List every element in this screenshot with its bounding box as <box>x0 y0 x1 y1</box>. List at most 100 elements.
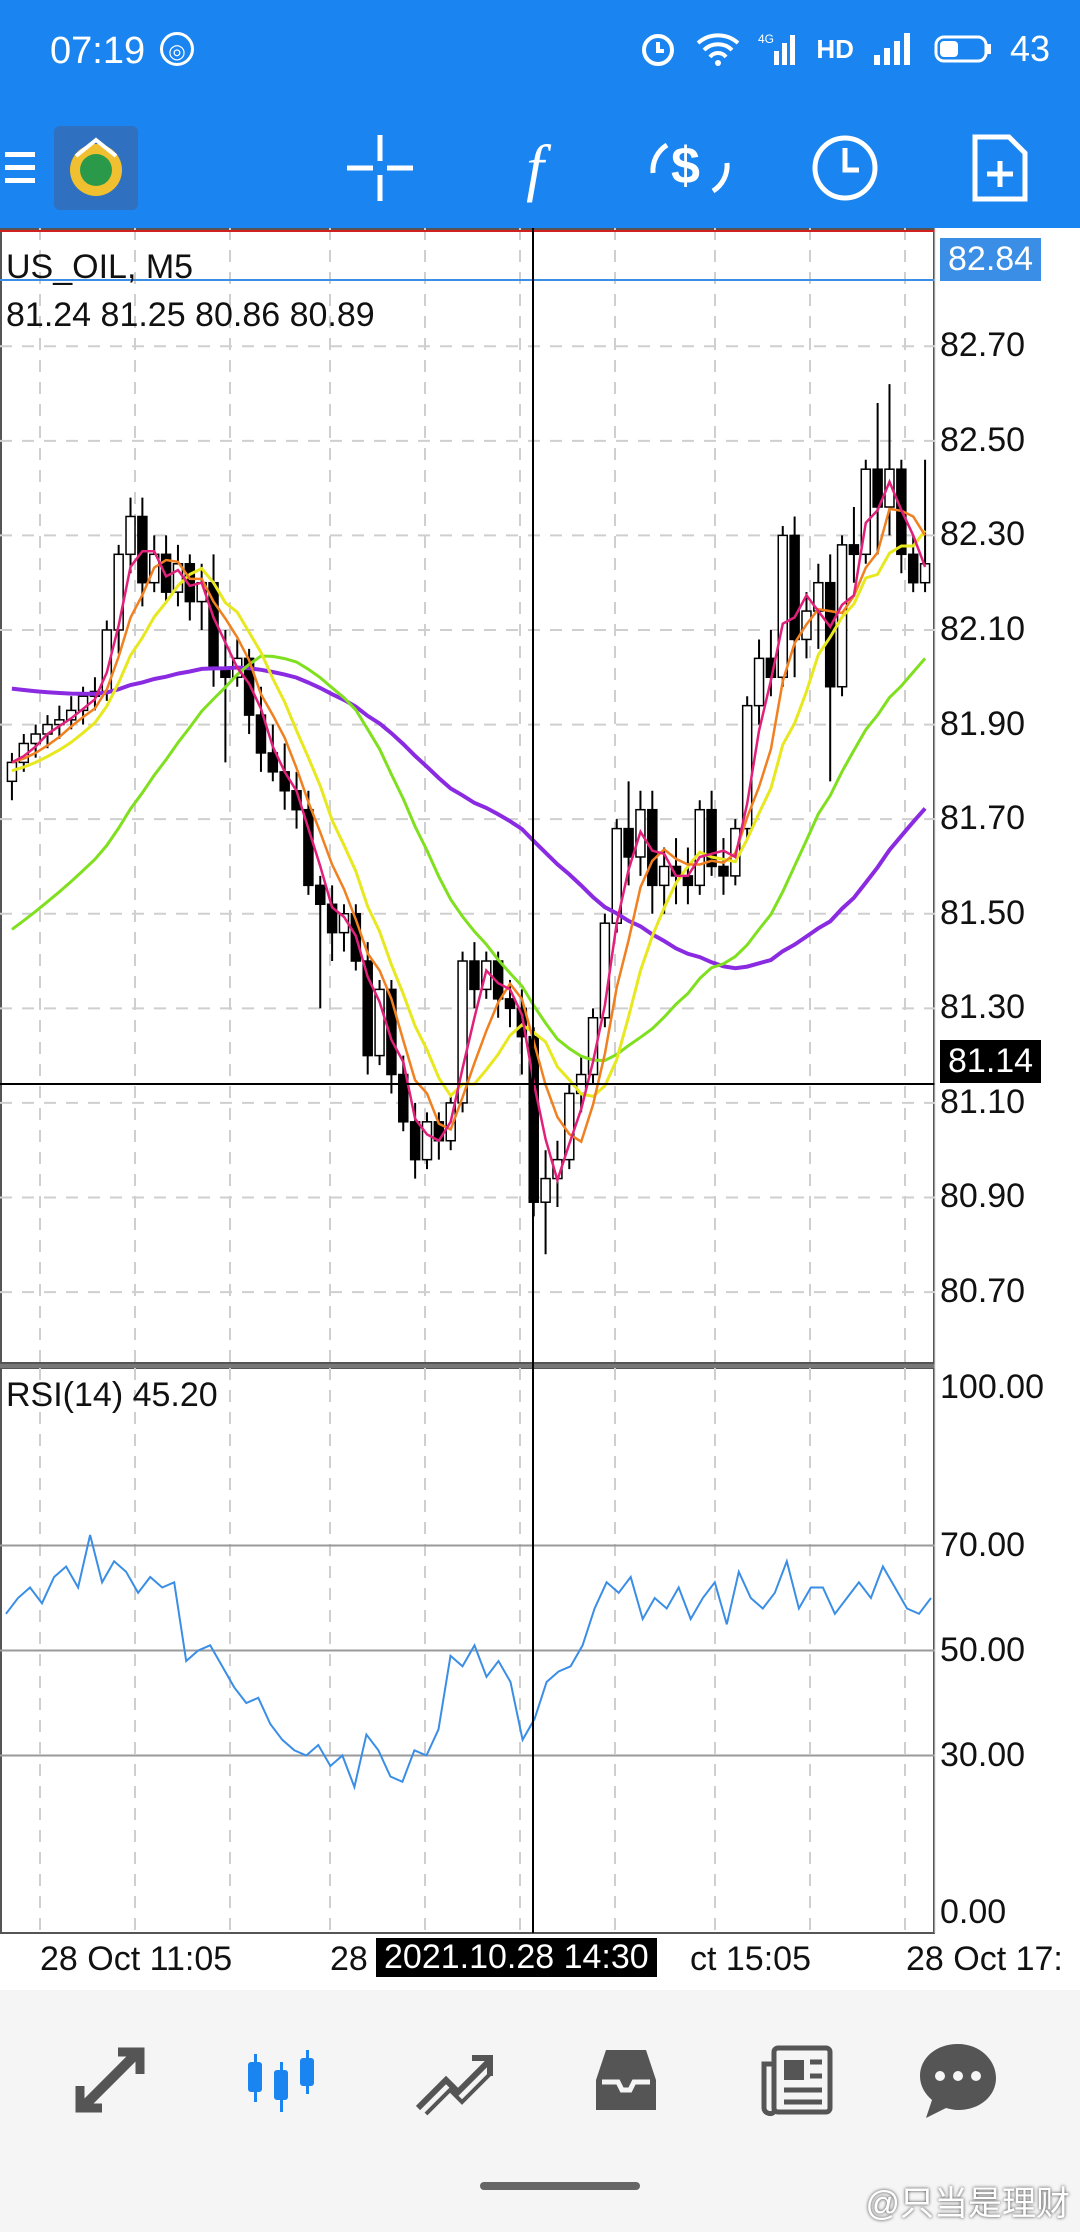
candle-body <box>777 534 789 679</box>
chat-icon[interactable] <box>908 2030 1008 2130</box>
candle-body <box>30 733 41 745</box>
watermark: @只当是理财 <box>865 2185 1070 2223</box>
weibo-icon: ◎ <box>160 32 194 66</box>
alarm-icon <box>642 34 675 66</box>
rsi-tick-label: 70.00 <box>940 1525 1026 1564</box>
price-tick-label: 81.50 <box>940 893 1026 932</box>
x-label-3: ct 15:05 <box>690 1940 811 1978</box>
candle-body <box>421 1121 433 1161</box>
timeframe-icon[interactable] <box>805 108 885 228</box>
price-tick-label: 80.90 <box>940 1177 1026 1216</box>
ma-green-line <box>11 654 927 1063</box>
svg-text:$: $ <box>671 137 700 195</box>
battery-icon <box>934 35 991 63</box>
price-chart[interactable] <box>0 228 1080 1988</box>
status-time: 07:19 <box>50 30 146 72</box>
price-tick-label: 81.70 <box>940 799 1026 838</box>
candle-body <box>718 865 729 877</box>
candle-body <box>884 468 895 508</box>
trade-nav-icon[interactable] <box>404 2030 504 2130</box>
candle-body <box>303 808 314 887</box>
ma-purple-line <box>11 665 927 971</box>
price-tick-label: 82.30 <box>940 515 1026 554</box>
candle-body <box>125 515 136 556</box>
candle-body <box>907 553 919 584</box>
rsi-tick-label: 50.00 <box>940 1630 1026 1669</box>
candle-body <box>706 808 717 868</box>
quotes-icon[interactable] <box>60 2030 160 2130</box>
main-pane-frame <box>0 228 935 1364</box>
history-icon[interactable] <box>576 2030 676 2130</box>
candle-body <box>255 714 267 754</box>
price-tick-label: 81.10 <box>940 1082 1026 1121</box>
x-label-4: 28 Oct 17: <box>906 1940 1063 1978</box>
candle-body <box>362 960 373 1057</box>
candle-body <box>540 1177 551 1203</box>
bottom-nav: @只当是理财 <box>0 1990 1080 2232</box>
chart-symbol: US_OIL, M5 <box>6 248 194 286</box>
price-tick-label: 82.50 <box>940 420 1026 459</box>
price-tick-label: 82.10 <box>940 609 1026 648</box>
candle-body <box>457 960 468 1104</box>
candle-body <box>658 865 670 887</box>
toolbar: f $ <box>0 108 1080 228</box>
crosshair-time-badge: 2021.10.28 14:30 <box>376 1938 657 1977</box>
candle-body <box>848 544 860 556</box>
price-tick-label: 82.70 <box>940 326 1026 365</box>
trade-icon[interactable]: $ <box>645 108 735 228</box>
status-bar: 07:19 ◎ 4G HD 43 <box>0 0 1080 108</box>
candle-body <box>315 884 326 906</box>
crosshair-price-badge: 81.14 <box>940 1040 1042 1083</box>
candle-body <box>386 988 397 1076</box>
chart-icon[interactable] <box>232 2030 332 2130</box>
wifi-icon <box>697 33 740 66</box>
indicators-icon[interactable]: f <box>526 132 544 203</box>
news-icon[interactable] <box>748 2030 848 2130</box>
ma-orange-line <box>11 507 927 1144</box>
chart-ohlc: 81.24 81.25 80.86 80.89 <box>6 296 375 334</box>
candle-body <box>623 827 634 858</box>
candle-body <box>113 553 124 631</box>
candle-body <box>647 808 658 887</box>
candle-body <box>398 1073 409 1123</box>
x-label-1: 28 Oct 11:05 <box>40 1940 233 1978</box>
menu-icon[interactable] <box>0 108 40 228</box>
price-tick-label: 81.30 <box>940 988 1026 1027</box>
candle-body <box>469 960 480 991</box>
crosshair-icon[interactable] <box>340 108 420 228</box>
current-price-badge: 82.84 <box>940 238 1042 281</box>
rsi-line <box>5 1534 932 1791</box>
rsi-tick-label: 0.00 <box>940 1893 1007 1931</box>
candle-body <box>137 515 148 584</box>
candle-body <box>267 752 279 773</box>
candle-body <box>682 875 694 887</box>
rsi-label: RSI(14) 45.20 <box>6 1376 218 1414</box>
candle-body <box>374 988 385 1057</box>
candle-body <box>741 704 753 830</box>
home-indicator[interactable] <box>480 2182 640 2190</box>
rsi-tick-label: 30.00 <box>940 1735 1026 1774</box>
candle-body <box>860 468 872 556</box>
new-order-icon[interactable] <box>965 108 1035 228</box>
app-logo <box>52 108 140 228</box>
candle-body <box>789 534 800 641</box>
candle-body <box>184 563 196 603</box>
signal-4g-icon: 4G <box>758 32 796 65</box>
candle-body <box>409 1121 421 1161</box>
candle-body <box>694 808 705 887</box>
rsi-tick-label: 100.00 <box>940 1368 1044 1406</box>
x-label-2: 28 <box>330 1940 368 1978</box>
status-icons: 4G HD 43 <box>638 28 1050 70</box>
svg-text:4G: 4G <box>758 32 774 46</box>
battery-level: 43 <box>1009 28 1050 69</box>
candle-body <box>516 1007 528 1038</box>
ma-yellow-line <box>11 529 927 1099</box>
hd-icon: HD <box>816 33 854 64</box>
ma-pink-line <box>11 478 927 1185</box>
signal-icon <box>873 33 910 65</box>
candle-body <box>6 761 18 783</box>
price-tick-label: 80.70 <box>940 1272 1026 1311</box>
candle-body <box>753 657 765 707</box>
price-tick-label: 81.90 <box>940 704 1026 743</box>
candle-body <box>504 998 516 1010</box>
